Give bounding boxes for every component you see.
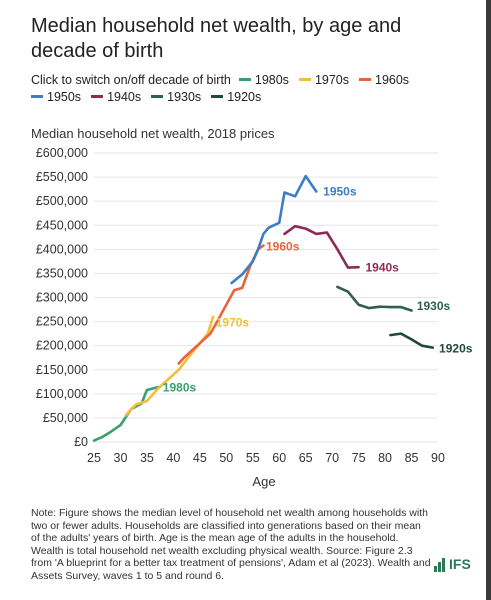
legend-swatch <box>91 95 104 99</box>
legend-items: 1980s 1970s 1960s 1950s 1940s 1930s 1920s <box>31 73 419 104</box>
window-edge <box>486 0 491 600</box>
y-tick-label: £300,000 <box>36 291 88 305</box>
x-tick-label: 75 <box>352 451 366 465</box>
x-tick-label: 90 <box>431 451 445 465</box>
ifs-logo: IFS <box>434 556 471 572</box>
line-chart: £0 £50,000 £100,000 £150,000 £200,000 £250,00… <box>36 146 473 489</box>
y-tick-label: £600,000 <box>36 146 88 160</box>
series-line-1970s <box>124 315 215 417</box>
x-tick-label: 60 <box>272 451 286 465</box>
logo-bars-icon <box>434 558 446 572</box>
legend-item-1940s[interactable]: 1940s <box>91 89 141 106</box>
x-tick-label: 30 <box>114 451 128 465</box>
series-label-1930s: 1930s <box>417 299 451 313</box>
legend-swatch <box>298 78 311 82</box>
series-line-1950s <box>230 174 318 285</box>
y-tick-label: £550,000 <box>36 170 88 184</box>
legend-swatch <box>151 95 164 99</box>
chart-title: Median household net wealth, by age and … <box>31 15 402 62</box>
y-tick-label: £350,000 <box>36 266 88 280</box>
legend-label: 1960s <box>375 73 410 87</box>
legend-label: 1970s <box>314 73 349 87</box>
x-tick-label: 55 <box>246 451 260 465</box>
legend-item-1930s[interactable]: 1930s <box>151 89 201 106</box>
y-axis-title: Median household net wealth, 2018 prices <box>31 126 275 141</box>
x-tick-label: 40 <box>166 451 180 465</box>
x-tick-label: 35 <box>140 451 154 465</box>
source-note: Note: Figure shows the median level of h… <box>31 507 431 582</box>
legend-label: 1950s <box>47 90 82 104</box>
legend-swatch <box>359 78 371 82</box>
legend-item-1960s[interactable]: 1960s <box>359 72 409 89</box>
y-tick-label: £250,000 <box>36 315 88 329</box>
legend-item-1920s[interactable]: 1920s <box>211 89 261 106</box>
legend-swatch <box>211 95 224 99</box>
y-tick-label: £0 <box>74 435 88 449</box>
series-line-1940s <box>283 224 360 269</box>
x-tick-label: 65 <box>299 451 313 465</box>
series-line-1980s <box>92 385 162 442</box>
y-tick-label: £450,000 <box>36 218 88 232</box>
series-label-1980s: 1980s <box>163 381 197 395</box>
logo-text: IFS <box>449 556 471 572</box>
series-label-1950s: 1950s <box>323 185 357 199</box>
x-tick-label: 70 <box>325 451 339 465</box>
legend-item-1980s[interactable]: 1980s <box>238 72 289 89</box>
series-line-1930s <box>336 285 413 312</box>
legend-label: 1930s <box>167 90 202 104</box>
legend-label: 1920s <box>227 90 262 104</box>
y-tick-label: £200,000 <box>36 339 88 353</box>
series-label-1940s: 1940s <box>365 261 399 275</box>
series-line-1920s <box>389 332 435 349</box>
x-tick-label: 45 <box>193 451 207 465</box>
legend-prompt: Click to switch on/off decade of birth <box>31 73 231 87</box>
legend-item-1950s[interactable]: 1950s <box>31 89 81 106</box>
legend: Click to switch on/off decade of birth 19… <box>31 72 471 106</box>
y-tick-label: £50,000 <box>43 411 88 425</box>
y-tick-label: £400,000 <box>36 242 88 256</box>
series-label-1920s: 1920s <box>439 342 473 356</box>
x-tick-label: 85 <box>405 451 419 465</box>
series-label-1960s: 1960s <box>266 239 300 253</box>
y-tick-label: £100,000 <box>36 387 88 401</box>
legend-swatch <box>31 95 43 99</box>
y-tick-label: £150,000 <box>36 363 88 377</box>
y-tick-label: £500,000 <box>36 194 88 208</box>
legend-swatch <box>238 78 251 82</box>
series-label-1970s: 1970s <box>216 316 250 330</box>
legend-label: 1940s <box>107 90 142 104</box>
x-tick-label: 50 <box>219 451 233 465</box>
legend-label: 1980s <box>254 73 289 87</box>
legend-item-1970s[interactable]: 1970s <box>298 72 349 89</box>
x-tick-label: 80 <box>378 451 392 465</box>
x-tick-label: 25 <box>87 451 101 465</box>
x-axis-title: Age <box>252 474 275 489</box>
